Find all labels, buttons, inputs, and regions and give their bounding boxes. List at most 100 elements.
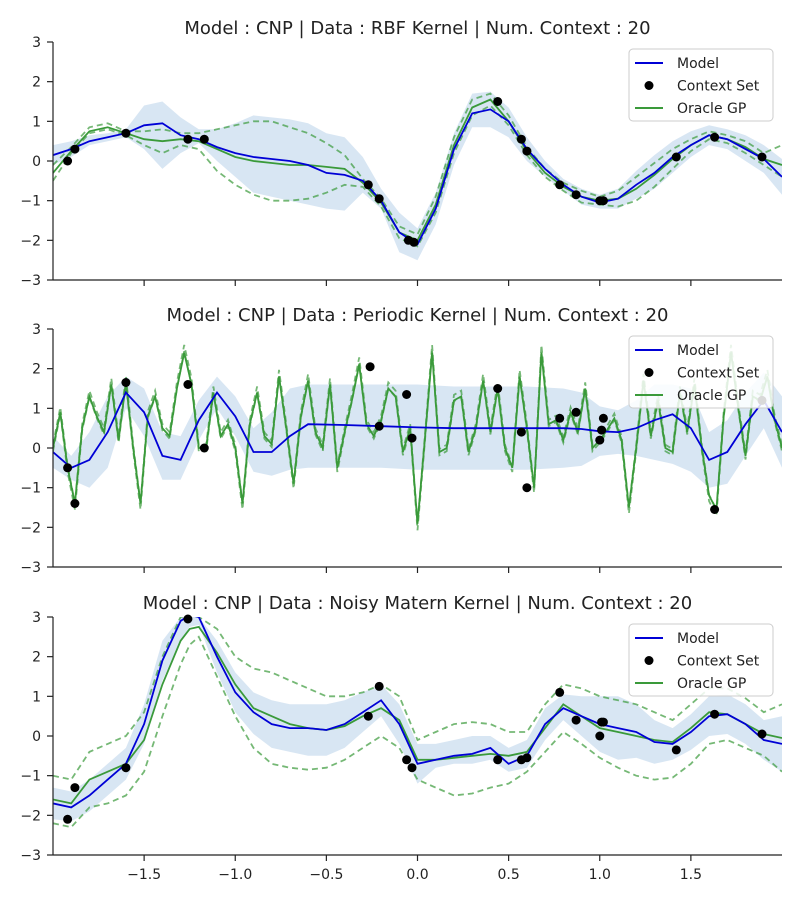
context-point	[365, 362, 375, 372]
y-tick-label: 1	[32, 689, 41, 705]
legend-box	[628, 335, 774, 409]
legend: Model Context Set Oracle GP	[628, 48, 774, 122]
context-point	[407, 433, 417, 443]
context-point	[63, 463, 73, 473]
x-tick-label: 0.5	[497, 867, 519, 883]
context-point	[402, 755, 412, 765]
legend-swatch-context	[644, 656, 654, 665]
y-tick-label: 0	[32, 729, 41, 745]
plot-area	[53, 344, 782, 531]
y-tick-label: −2	[20, 233, 41, 249]
oracle-lower-bound	[53, 635, 782, 829]
context-point	[522, 146, 532, 156]
panel-title: Model : CNP | Data : Periodic Kernel | N…	[166, 305, 668, 326]
panel-title: Model : CNP | Data : Noisy Matern Kernel…	[143, 593, 692, 614]
context-point	[199, 134, 209, 144]
context-point	[63, 156, 73, 166]
y-tick-label: 2	[32, 650, 41, 666]
context-point	[710, 132, 720, 142]
model-confidence-band	[53, 372, 782, 488]
context-point	[595, 435, 605, 445]
y-tick-label: 3	[32, 322, 41, 338]
context-point	[363, 711, 373, 721]
plot-area	[53, 617, 782, 829]
context-point	[555, 180, 565, 190]
y-tick-label: −2	[20, 520, 41, 536]
context-point	[183, 380, 193, 389]
context-point	[493, 97, 503, 106]
model-mean-line	[53, 617, 782, 809]
y-tick-label: −1	[20, 481, 41, 497]
context-point	[70, 144, 80, 154]
legend-label-context: Context Set	[677, 366, 760, 382]
y-tick-label: 0	[32, 441, 41, 457]
context-point	[516, 427, 526, 437]
context-point	[598, 717, 608, 727]
legend-label-context: Context Set	[677, 79, 760, 95]
model-mean-line	[53, 390, 782, 469]
context-point	[493, 755, 503, 765]
context-point	[595, 731, 605, 741]
legend-box	[628, 48, 774, 122]
legend-label-model: Model	[677, 56, 719, 72]
oracle-mean-line	[53, 625, 782, 805]
context-point	[598, 196, 608, 206]
panel-3: Model : CNP | Data : Noisy Matern Kernel…	[20, 593, 782, 883]
context-point	[757, 152, 767, 162]
context-point	[199, 443, 209, 453]
x-tick-label: −1.0	[218, 867, 252, 883]
context-point	[571, 715, 581, 725]
y-tick-label: 1	[32, 401, 41, 417]
context-point	[374, 421, 384, 431]
legend-label-context: Context Set	[677, 654, 760, 670]
y-tick-label: 0	[32, 154, 41, 170]
context-point	[571, 190, 581, 200]
y-tick-label: −1	[20, 194, 41, 210]
legend-swatch-context	[644, 81, 654, 90]
y-tick-label: 2	[32, 75, 41, 91]
context-point	[757, 729, 767, 739]
oracle-lower-bound	[53, 351, 782, 531]
y-tick-label: −3	[20, 560, 41, 576]
context-point	[121, 763, 131, 773]
context-point	[121, 378, 131, 387]
y-tick-label: −1	[20, 769, 41, 785]
context-point	[374, 681, 384, 691]
y-tick-label: 1	[32, 114, 41, 130]
x-tick-label: 1.5	[680, 867, 702, 883]
model-confidence-band	[53, 91, 782, 261]
legend-label-oracle: Oracle GP	[677, 101, 746, 117]
context-point	[671, 745, 681, 755]
context-point	[710, 505, 720, 514]
context-point	[598, 413, 608, 423]
panel-title: Model : CNP | Data : RBF Kernel | Num. C…	[184, 18, 650, 39]
y-tick-label: 3	[32, 610, 41, 626]
y-tick-label: 2	[32, 362, 41, 378]
y-tick-label: −3	[20, 273, 41, 289]
legend-label-oracle: Oracle GP	[677, 388, 746, 404]
context-point	[555, 687, 565, 697]
x-tick-label: 1.0	[589, 867, 611, 883]
context-point	[70, 783, 80, 793]
context-point	[409, 237, 419, 247]
legend-label-model: Model	[677, 631, 719, 647]
panel-1: Model : CNP | Data : RBF Kernel | Num. C…	[20, 18, 782, 289]
context-point	[555, 413, 565, 423]
context-point	[597, 425, 607, 435]
model-confidence-band	[53, 617, 782, 822]
context-point	[183, 614, 193, 624]
oracle-lower-bound	[53, 104, 782, 248]
context-point	[70, 499, 80, 508]
legend-box	[628, 623, 774, 697]
x-tick-label: −1.5	[127, 867, 161, 883]
context-point	[493, 384, 503, 393]
legend: Model Context Set Oracle GP	[628, 335, 774, 409]
context-point	[363, 180, 373, 190]
context-point	[516, 134, 526, 144]
oracle-mean-line	[53, 352, 782, 524]
context-point	[121, 128, 131, 138]
panel-2: Model : CNP | Data : Periodic Kernel | N…	[20, 305, 782, 576]
x-tick-label: −0.5	[309, 867, 343, 883]
y-tick-label: −2	[20, 808, 41, 824]
